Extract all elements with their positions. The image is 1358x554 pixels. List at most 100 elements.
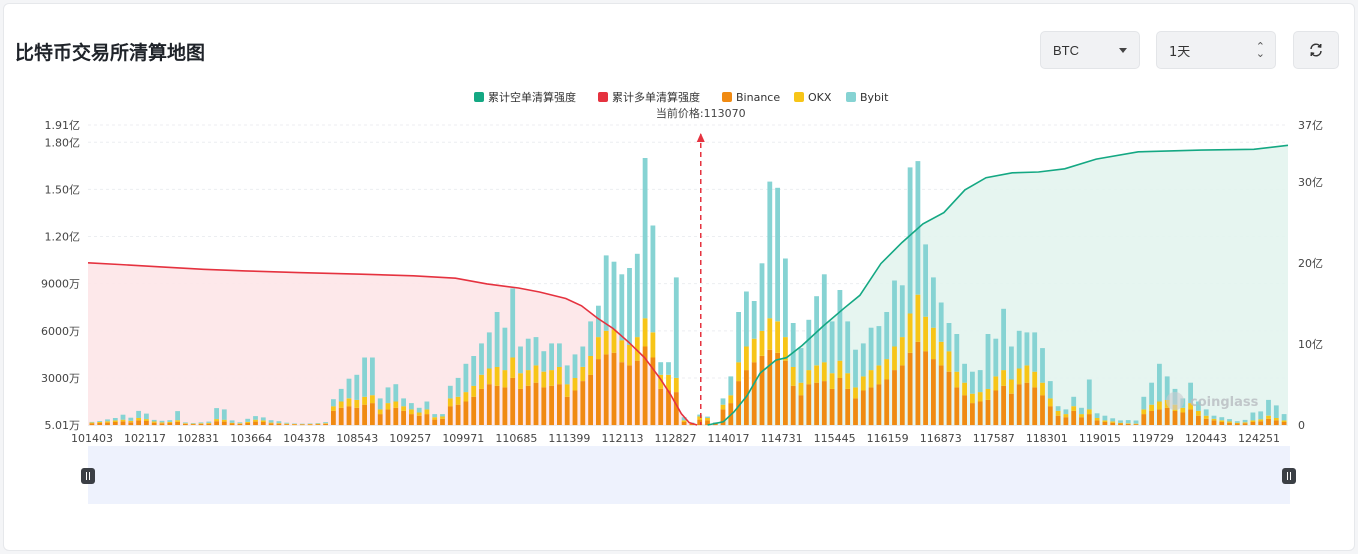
bar-okx: [486, 368, 492, 385]
bar-binance: [1234, 423, 1240, 426]
x-tick-label: 116159: [867, 432, 909, 445]
bar-binance: [814, 382, 819, 426]
refresh-button[interactable]: [1293, 31, 1339, 69]
bar-okx: [923, 316, 928, 352]
bar-okx: [798, 382, 804, 396]
bar-bybit: [268, 420, 274, 423]
bar-binance: [89, 423, 95, 426]
bar-okx: [1086, 409, 1092, 415]
bar-okx: [697, 416, 703, 420]
bar-okx: [588, 356, 593, 375]
bar-bybit: [525, 338, 531, 371]
bar-bybit: [167, 420, 173, 422]
bar-bybit: [510, 288, 516, 358]
bar-bybit: [627, 268, 632, 345]
bar-binance: [377, 414, 383, 426]
bar-binance: [611, 352, 617, 426]
legend[interactable]: 累计空单清算强度 累计多单清算强度 Binance OKX Bybit: [474, 90, 889, 104]
bar-okx: [307, 423, 313, 425]
legend-swatch: [598, 92, 608, 102]
bar-okx: [175, 420, 180, 422]
current-price-marker: 当前价格:113070: [656, 106, 746, 425]
bar-okx: [1063, 414, 1069, 418]
bar-bybit: [572, 354, 578, 378]
bar-binance: [627, 365, 632, 426]
bar-binance: [1266, 418, 1271, 426]
bar-binance: [790, 385, 796, 426]
slider-handle-left[interactable]: [81, 468, 95, 484]
bar-bybit: [323, 422, 328, 424]
bar-okx: [89, 422, 95, 424]
bar-binance: [299, 424, 305, 426]
bar-bybit: [128, 417, 134, 421]
x-tick-label: 102117: [124, 432, 166, 445]
bar-bybit: [1024, 332, 1030, 366]
bar-binance: [1102, 421, 1108, 425]
bar-okx: [1133, 423, 1139, 425]
bar-okx: [806, 370, 812, 385]
legend-label: OKX: [808, 91, 832, 104]
bar-bybit: [463, 363, 469, 393]
bar-okx: [596, 337, 601, 360]
bar-binance: [1203, 418, 1209, 426]
bar-bybit: [673, 277, 679, 378]
bar-bybit: [198, 422, 204, 424]
slider-handle-right[interactable]: [1282, 468, 1296, 484]
axes-group: 5.01万 3000万 6000万 9000万 1.20亿 1.50亿 1.80亿 1.91亿…: [41, 119, 1323, 445]
x-tick-label: 101403: [71, 432, 113, 445]
bar-binance: [253, 421, 258, 426]
bar-bybit: [962, 363, 967, 383]
bar-binance: [705, 420, 710, 426]
bar-binance: [954, 387, 960, 426]
bar-bybit: [744, 291, 749, 347]
bar-okx: [393, 401, 399, 408]
bar-bybit: [1133, 420, 1139, 424]
bar-binance: [144, 421, 149, 426]
bar-binance: [447, 406, 453, 426]
bar-okx: [198, 423, 204, 424]
x-tick-label: 110685: [495, 432, 537, 445]
bar-okx: [790, 366, 796, 386]
period-select[interactable]: 1天 ⌃ ⌄: [1156, 31, 1276, 69]
bar-bybit: [954, 334, 960, 372]
bar-okx: [338, 401, 344, 408]
bar-okx: [1016, 368, 1022, 385]
bar-binance: [549, 385, 554, 426]
bar-bybit: [876, 326, 882, 366]
bar-binance: [837, 377, 843, 425]
bar-bybit: [409, 403, 414, 410]
bar-okx: [1094, 418, 1100, 421]
bar-bybit: [549, 343, 554, 371]
bar-okx: [603, 330, 609, 355]
bar-bybit: [1196, 401, 1201, 411]
bar-binance: [1009, 393, 1014, 426]
bar-okx: [821, 362, 827, 382]
coin-select-value: BTC: [1053, 42, 1079, 58]
bar-binance: [494, 385, 500, 426]
bar-okx: [759, 330, 765, 356]
bar-binance: [977, 401, 983, 426]
bar-okx: [931, 327, 936, 360]
bar-bybit: [1258, 411, 1264, 420]
bar-bybit: [1086, 379, 1092, 410]
bar-okx: [525, 370, 531, 386]
bar-bybit: [970, 371, 975, 394]
bar-binance: [432, 419, 438, 426]
bar-binance: [424, 414, 430, 426]
bar-bybit: [728, 376, 734, 396]
bar-binance: [1071, 410, 1077, 425]
bar-okx: [455, 396, 461, 405]
bar-okx: [962, 382, 967, 396]
legend-swatch: [846, 92, 856, 102]
coin-select[interactable]: BTC: [1040, 31, 1140, 69]
bar-bybit: [105, 419, 110, 422]
bar-bybit: [175, 411, 180, 421]
bar-bybit: [1219, 417, 1225, 421]
range-slider[interactable]: [81, 446, 1296, 504]
cumulative-areas: [88, 145, 1288, 426]
bar-bybit: [362, 357, 367, 397]
bar-okx: [736, 362, 741, 382]
bar-binance: [860, 390, 866, 426]
bar-binance: [829, 388, 835, 425]
bar-binance: [455, 404, 461, 426]
